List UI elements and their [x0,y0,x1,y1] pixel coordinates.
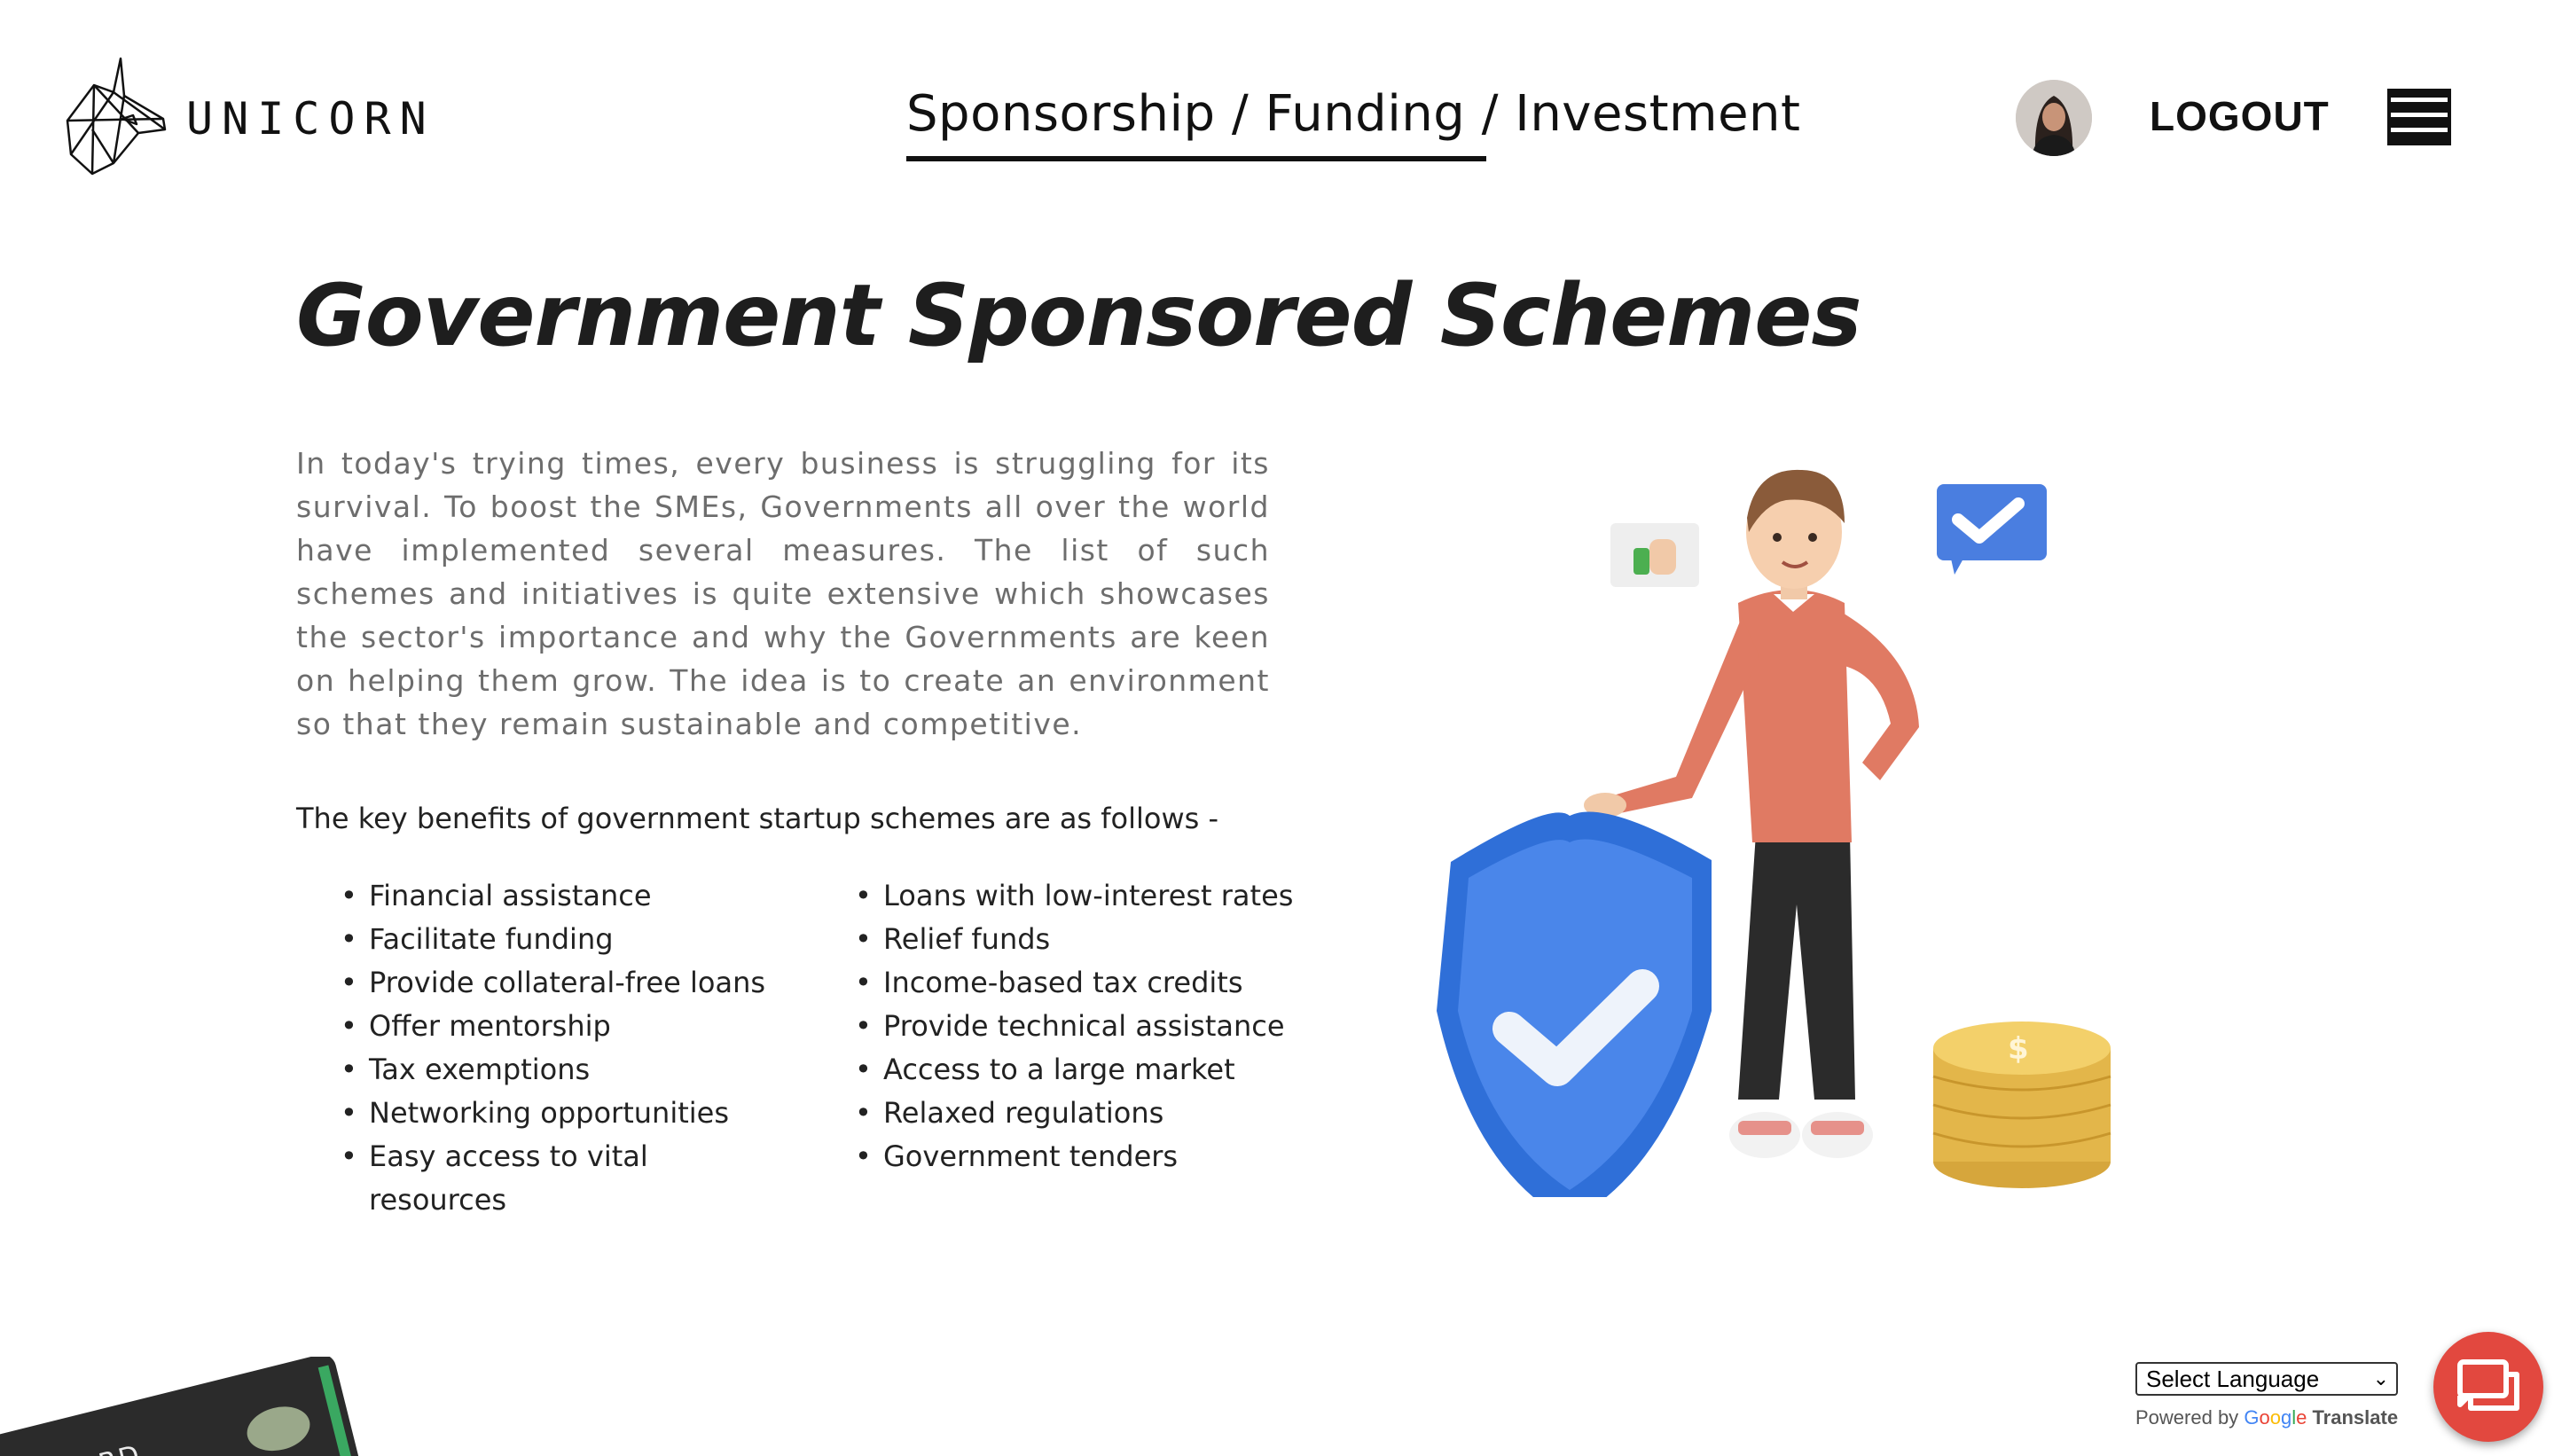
thumbs-up-icon [1610,523,1699,587]
list-item: Offer mentorship [296,1005,793,1048]
list-item: Loans with low-interest rates [811,874,1307,918]
list-item: Networking opportunities [296,1092,793,1135]
chat-button[interactable] [2433,1332,2543,1442]
coin-stack-icon: $ [1932,1022,2111,1188]
unicorn-logo[interactable]: UNICORN [59,48,458,181]
benefits-lead: The key benefits of government startup s… [296,802,1219,835]
list-item: Government tenders [811,1135,1307,1178]
check-bubble-icon [1937,484,2047,575]
benefits-list-left: Financial assistance Facilitate funding … [296,874,793,1222]
list-item: Relief funds [811,918,1307,961]
language-select[interactable]: Select Language ⌄ [2135,1362,2398,1396]
intro-paragraph: In today's trying times, every business … [296,446,1270,741]
credit-card-illustration: EDIT CARD [0,1357,377,1456]
unicorn-head-icon [66,57,167,176]
svg-text:$: $ [2008,1031,2029,1067]
list-item: Tax exemptions [296,1048,793,1092]
powered-by-google-translate[interactable]: Powered by Google Translate [2135,1406,2398,1429]
user-avatar[interactable] [2016,80,2092,156]
logout-button[interactable]: LOGOUT [2150,93,2330,139]
list-item: Provide collateral-free loans [296,961,793,1005]
translate-label: Translate [2312,1406,2399,1429]
chat-icon [2457,1359,2519,1411]
person-with-shield-illustration: $ [1437,469,2111,1197]
list-item: Access to a large market [811,1048,1307,1092]
powered-by-label: Powered by [2135,1406,2239,1429]
page-title: Government Sponsored Schemes [296,266,1862,365]
language-select-value: Select Language [2146,1366,2320,1392]
list-item: Provide technical assistance [811,1005,1307,1048]
section-nav-title[interactable]: Sponsorship / Funding / Investment [906,85,1801,143]
list-item: Financial assistance [296,874,793,918]
chevron-down-icon: ⌄ [2372,1367,2389,1389]
google-wordmark: Google [2244,1406,2307,1429]
benefits-list-right: Loans with low-interest rates Relief fun… [811,874,1307,1178]
section-nav[interactable]: Sponsorship / Funding / Investment [906,85,1801,165]
hamburger-icon[interactable] [2387,89,2451,145]
active-underline [906,156,1486,161]
list-item: Facilitate funding [296,918,793,961]
avatar-icon [2016,80,2092,156]
list-item: Easy access to vital resources [296,1135,686,1222]
list-item: Relaxed regulations [811,1092,1307,1135]
list-item: Income-based tax credits [811,961,1307,1005]
logo-wordmark: UNICORN [186,93,435,145]
